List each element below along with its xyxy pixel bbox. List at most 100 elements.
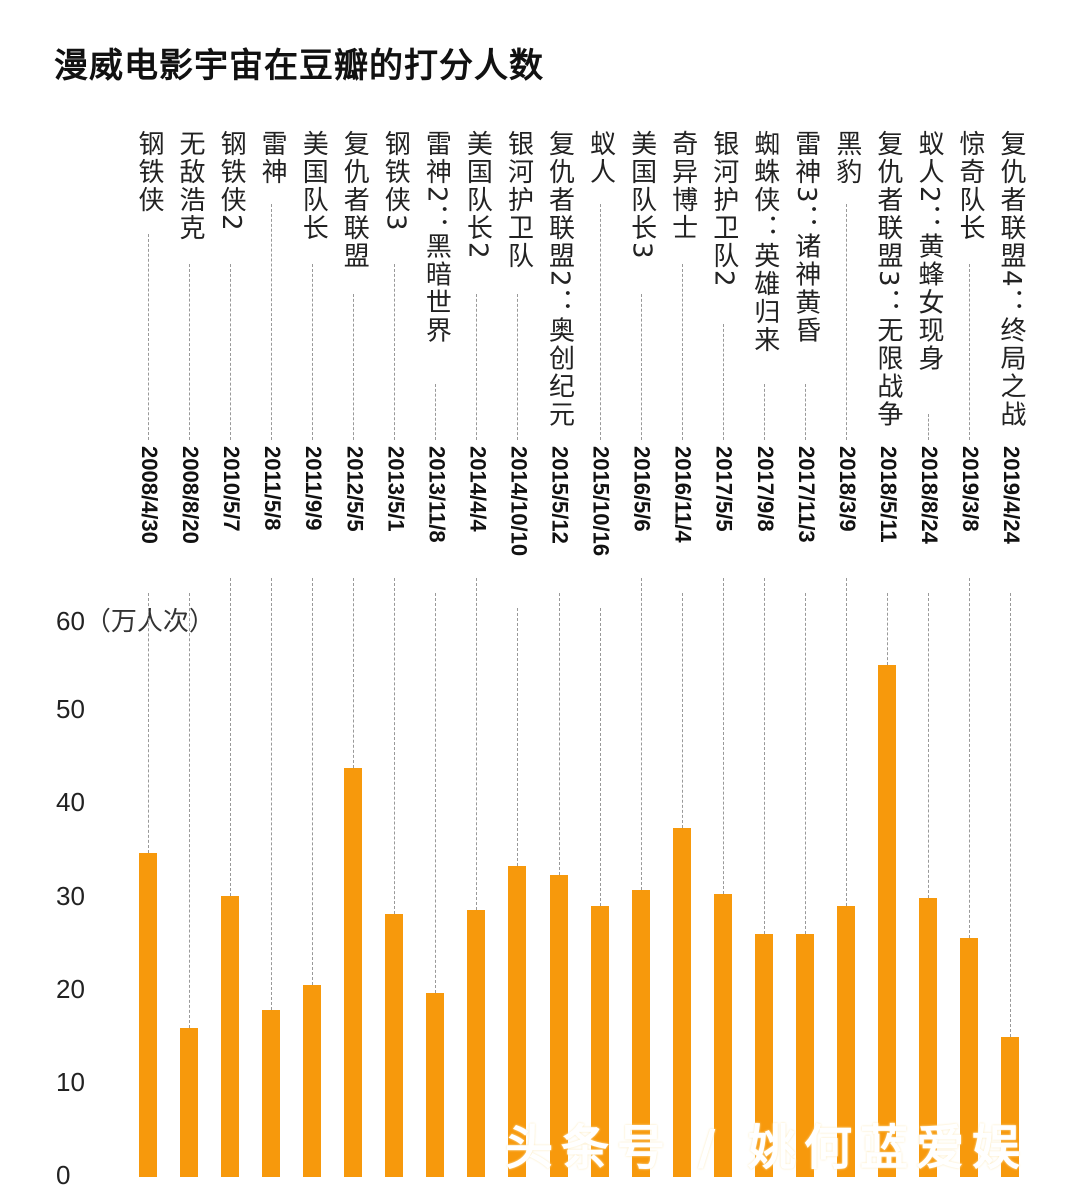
bar-column: 银河护卫队 2014/10/10	[498, 0, 538, 1177]
movie-name-label: 复仇者联盟3：无限战争	[872, 130, 903, 429]
bar-column: 蜘蛛侠：英雄归来 2017/9/8	[745, 0, 785, 1177]
movie-name-label: 钢铁侠3	[380, 130, 411, 233]
bar	[918, 898, 937, 1177]
guide-line	[969, 578, 970, 939]
guide-line	[804, 384, 806, 440]
bar	[836, 905, 855, 1177]
guide-line	[353, 294, 355, 440]
bar	[713, 893, 732, 1177]
movie-name-label: 黑豹	[831, 130, 862, 186]
guide-line	[927, 414, 929, 440]
movie-name-label: 雷神3：诸神黄昏	[790, 130, 821, 345]
release-date-label: 2010/5/7	[219, 446, 245, 532]
y-axis-unit: （万人次）	[84, 606, 215, 636]
release-date-label: 2011/5/8	[260, 446, 286, 531]
y-tick-label: 60（万人次）	[56, 601, 215, 638]
bar	[672, 827, 691, 1177]
release-date-label: 2018/3/9	[834, 446, 860, 532]
y-tick-label: 30	[56, 880, 85, 911]
release-date-label: 2016/11/4	[670, 446, 696, 543]
y-tick-label: 0	[56, 1160, 71, 1190]
guide-line	[189, 264, 191, 440]
bar	[1001, 1037, 1020, 1177]
release-date-label: 2017/9/8	[752, 446, 778, 532]
release-date-label: 2013/5/1	[383, 446, 409, 532]
movie-name-label: 美国队长2	[462, 130, 493, 261]
guide-line	[886, 593, 888, 666]
guide-line	[763, 384, 765, 440]
guide-line	[312, 264, 314, 440]
bar	[631, 889, 650, 1177]
bar	[467, 910, 486, 1177]
bar	[426, 993, 445, 1177]
release-date-label: 2017/11/3	[793, 446, 819, 543]
bar-column: 雷神3：诸神黄昏 2017/11/3	[786, 0, 826, 1177]
bar-column: 复仇者联盟3：无限战争 2018/5/11	[868, 0, 908, 1177]
guide-line	[763, 578, 765, 934]
guide-line	[722, 578, 724, 894]
movie-name-label: 蚁人	[585, 130, 616, 186]
guide-line	[353, 578, 355, 768]
guide-line	[517, 294, 519, 440]
bar	[303, 985, 322, 1177]
movie-name-label: 惊奇队长	[955, 130, 985, 242]
movie-name-label: 蜘蛛侠：英雄归来	[749, 130, 780, 354]
y-tick-label: 40	[56, 787, 85, 818]
movie-name-label: 蚁人2：黄蜂女现身	[913, 130, 944, 373]
release-date-label: 2017/5/5	[711, 446, 737, 532]
y-tick-value: 60	[56, 606, 85, 636]
release-date-label: 2012/5/5	[342, 446, 368, 532]
release-date-label: 2015/10/16	[588, 446, 614, 557]
guide-line	[1010, 593, 1012, 1038]
guide-line	[312, 578, 314, 985]
chart-title: 漫威电影宇宙在豆瓣的打分人数	[54, 46, 544, 86]
bar-column: 惊奇队长 2019/3/8	[950, 0, 990, 1177]
bar-column: 复仇者联盟4：终局之战 2019/4/24	[991, 0, 1031, 1177]
guide-line	[148, 593, 149, 853]
release-date-label: 2013/11/8	[424, 446, 450, 543]
movie-name-label: 银河护卫队2	[708, 130, 739, 289]
bar-column: 美国队长2 2014/4/4	[457, 0, 497, 1177]
guide-line	[435, 593, 437, 994]
movie-name-label: 复仇者联盟	[339, 130, 370, 270]
bar-column: 蚁人 2015/10/16	[581, 0, 621, 1177]
guide-line	[681, 593, 683, 828]
release-date-label: 2016/5/6	[629, 446, 655, 532]
release-date-label: 2014/10/10	[506, 446, 532, 557]
bar-column: 蚁人2：黄蜂女现身 2018/8/24	[909, 0, 949, 1177]
bar	[590, 905, 609, 1177]
guide-line	[148, 234, 149, 440]
release-date-label: 2014/4/4	[465, 446, 491, 532]
movie-name-label: 雷神2：黑暗世界	[421, 130, 452, 345]
release-date-label: 2011/9/9	[301, 446, 327, 531]
bar	[960, 938, 978, 1177]
movie-name-label: 雷神	[257, 130, 288, 186]
guide-line	[969, 264, 970, 440]
bar	[754, 933, 773, 1177]
guide-line	[271, 578, 273, 1011]
bar-column: 雷神2：黑暗世界 2013/11/8	[416, 0, 456, 1177]
guide-line	[640, 294, 642, 440]
bar-column: 复仇者联盟 2012/5/5	[334, 0, 374, 1177]
bar	[795, 933, 814, 1177]
guide-line	[558, 593, 560, 876]
guide-line	[476, 294, 478, 440]
movie-name-label: 奇异博士	[667, 130, 698, 242]
guide-line	[804, 593, 806, 934]
guide-line	[517, 608, 519, 866]
guide-line	[435, 384, 437, 440]
movie-name-label: 美国队长3	[626, 130, 657, 261]
bar-column: 美国队长3 2016/5/6	[622, 0, 662, 1177]
movie-name-label: 复仇者联盟2：奥创纪元	[544, 130, 575, 429]
bar	[385, 914, 404, 1177]
release-date-label: 2008/4/30	[137, 446, 162, 544]
release-date-label: 2018/5/11	[875, 446, 901, 543]
guide-line	[640, 578, 642, 890]
bar-column: 雷神 2011/5/8	[252, 0, 292, 1177]
release-date-label: 2019/3/8	[958, 446, 983, 532]
movie-name-label: 银河护卫队	[503, 130, 534, 270]
bar-column: 钢铁侠 2008/4/30	[129, 0, 169, 1177]
release-date-label: 2008/8/20	[178, 446, 204, 544]
guide-line	[394, 578, 396, 915]
bar	[508, 865, 527, 1177]
